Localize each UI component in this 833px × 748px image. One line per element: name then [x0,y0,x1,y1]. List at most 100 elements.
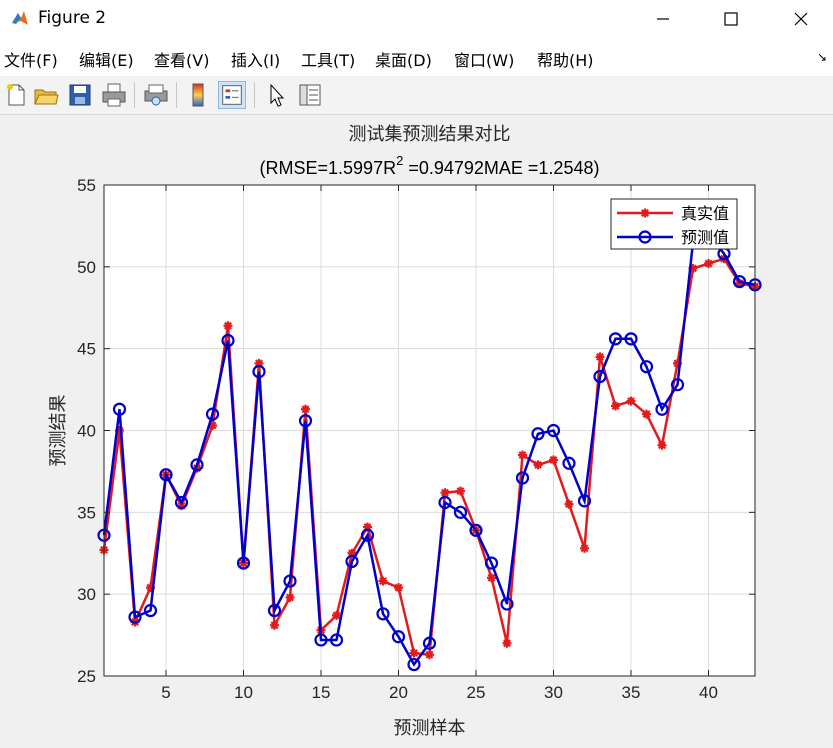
data-point [608,332,623,346]
data-point-stroke [394,583,403,592]
y-tick-label: 55 [77,176,96,195]
menu-tools[interactable]: 工具(T) [301,51,356,70]
menu-desktop[interactable]: 桌面(D) [375,51,432,70]
data-point [704,259,713,269]
data-point [143,603,158,618]
toolbar-separator [176,82,177,108]
data-point [267,603,282,618]
maximize-button[interactable] [708,0,754,38]
data-point [298,414,313,428]
series-line [102,232,756,667]
open-file-icon[interactable] [32,81,60,109]
data-point-stroke [332,611,341,620]
data-point [378,576,388,586]
data-point [546,423,561,438]
data-point-stroke [627,397,635,405]
menu-insert[interactable]: 插入(I) [231,51,281,70]
y-tick-label: 50 [77,258,96,277]
data-point-stroke [456,487,465,496]
data-point-stroke [224,321,232,330]
data-point-stroke [658,441,666,450]
dock-arrow-icon[interactable]: ↘ [816,50,827,64]
data-point-stroke [580,544,589,553]
menu-file[interactable]: 文件(F) [4,51,58,70]
data-point [221,333,235,348]
data-point-stroke [642,410,651,419]
menu-view[interactable]: 查看(V) [154,51,210,70]
data-point [593,369,607,384]
data-point-stroke [549,456,558,464]
data-point [500,597,514,611]
data-point-stroke [270,621,279,630]
legend-icon[interactable] [218,81,246,109]
y-tick-label: 45 [77,340,96,359]
data-point [639,360,654,374]
close-button[interactable] [778,0,824,38]
data-point [655,402,669,416]
data-point [626,396,636,406]
data-point [283,574,297,588]
menu-window[interactable]: 窗口(W) [454,51,515,70]
legend-marker-stroke [641,209,649,217]
data-point-stroke [286,593,294,602]
data-point [562,456,576,470]
x-tick-label: 10 [234,683,253,702]
menu-edit[interactable]: 编辑(E) [79,51,134,70]
data-point [531,427,545,441]
data-point [642,409,651,419]
data-point [391,630,406,644]
data-point [174,495,189,510]
data-point-stroke [301,405,310,414]
data-point [270,620,279,630]
window-title: Figure 2 [38,8,107,28]
data-point [112,402,127,416]
close-icon [794,12,808,26]
data-point [301,404,310,414]
data-point [518,450,527,460]
data-point [469,523,483,537]
legend-box [610,198,738,250]
save-icon[interactable] [66,81,94,109]
minimize-button[interactable] [640,0,686,38]
data-point [577,494,592,508]
data-point [487,573,496,583]
colorbar-icon[interactable] [184,81,212,109]
figure-canvas: 5 10 15 20 25 30 35 40 25 30 35 40 45 50 55 测试集预测结果对比 (R… [48,124,762,739]
pointer-icon[interactable] [262,81,290,109]
series-predicted [97,227,762,672]
data-point [314,633,328,647]
subtitle-text: (RMSE=1.5997R [260,158,397,178]
data-point-stroke [425,650,434,659]
data-point-stroke [487,573,496,582]
chart-title: 测试集预测结果对比 [349,124,511,145]
figure-toolbar [0,76,833,115]
x-tick-label: 15 [312,683,331,702]
property-inspector-icon[interactable] [296,81,324,109]
data-point [285,592,295,602]
legend-marker [640,208,650,218]
data-point [438,495,452,510]
data-point [128,610,142,624]
matlab-logo-icon [12,11,28,25]
print-icon[interactable] [100,81,128,109]
data-point-stroke [518,451,527,460]
legend-label: 真实值 [681,204,729,223]
data-point [732,274,747,289]
menu-help[interactable]: 帮助(H) [537,51,594,70]
print-preview-icon[interactable] [142,81,170,109]
data-point [252,364,266,379]
x-tick-label: 20 [389,683,408,702]
data-point-stroke [565,500,573,509]
data-point [345,554,359,569]
data-point-stroke [208,421,217,430]
data-point [376,607,390,621]
data-point [329,633,344,647]
data-point [580,543,589,553]
x-tick-label: 30 [544,683,563,702]
x-tick-label: 5 [161,683,170,702]
data-point [595,352,605,362]
data-point [670,378,685,392]
data-point-stroke [503,639,511,648]
y-axis-label: 预测结果 [48,395,69,467]
new-figure-icon[interactable] [2,81,30,109]
